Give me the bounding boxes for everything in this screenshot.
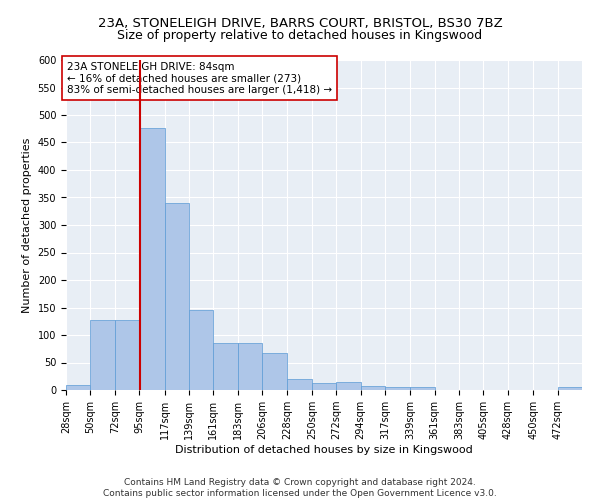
Bar [312,384,336,390]
Bar [262,352,287,390]
Bar [189,310,213,390]
Text: 23A STONELEIGH DRIVE: 84sqm
← 16% of detached houses are smaller (273)
83% of se: 23A STONELEIGH DRIVE: 84sqm ← 16% of det… [67,62,332,95]
Bar [91,320,115,390]
Bar [66,384,91,390]
X-axis label: Distribution of detached houses by size in Kingswood: Distribution of detached houses by size … [175,445,473,455]
Bar [336,382,361,390]
Text: 23A, STONELEIGH DRIVE, BARRS COURT, BRISTOL, BS30 7BZ: 23A, STONELEIGH DRIVE, BARRS COURT, BRIS… [98,18,502,30]
Bar [410,387,435,390]
Bar [164,203,189,390]
Text: Size of property relative to detached houses in Kingswood: Size of property relative to detached ho… [118,29,482,42]
Bar [287,379,312,390]
Bar [115,320,139,390]
Bar [385,387,410,390]
Y-axis label: Number of detached properties: Number of detached properties [22,138,32,312]
Bar [139,128,164,390]
Bar [238,343,262,390]
Text: Contains HM Land Registry data © Crown copyright and database right 2024.
Contai: Contains HM Land Registry data © Crown c… [103,478,497,498]
Bar [557,387,582,390]
Bar [213,343,238,390]
Bar [361,386,385,390]
